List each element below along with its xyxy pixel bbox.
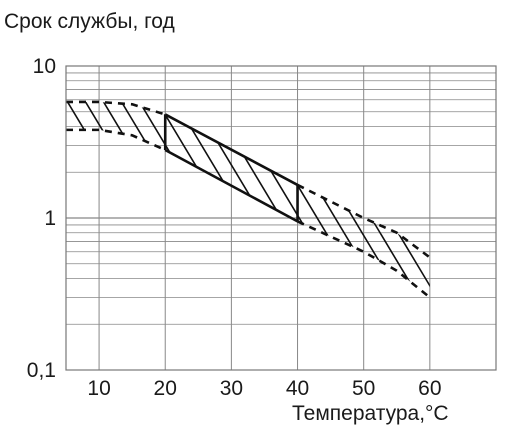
plot-frame (65, 65, 497, 371)
x-tick-label: 10 (87, 377, 110, 400)
x-tick-label: 30 (220, 377, 243, 400)
y-tick-label: 10 (33, 55, 56, 78)
hatch-line (0, 56, 36, 380)
hatch-line (66, 101, 74, 298)
band-upper-solid (164, 113, 299, 187)
band-lower-solid (164, 148, 299, 223)
grid (66, 66, 497, 370)
tick-labels: 10 20 30 40 50 60 10 1 0,1 (27, 55, 442, 400)
hatch-line (508, 56, 515, 380)
band-upper-dashed-left (66, 100, 166, 116)
hatch-line (0, 56, 18, 380)
x-tick-label: 20 (154, 377, 177, 400)
y-axis-label: Срок службы, год (4, 10, 175, 33)
x-tick-label: 40 (286, 377, 309, 400)
y-tick-label: 1 (44, 207, 56, 230)
x-axis-label: Температура,°С (292, 402, 449, 425)
x-tick-label: 50 (352, 377, 375, 400)
band-lower-dashed-right (296, 220, 431, 299)
band-upper-dashed-right (296, 183, 431, 259)
band-lower-dashed-left (66, 128, 166, 152)
y-tick-label: 0,1 (27, 359, 56, 382)
x-tick-label: 60 (418, 377, 441, 400)
